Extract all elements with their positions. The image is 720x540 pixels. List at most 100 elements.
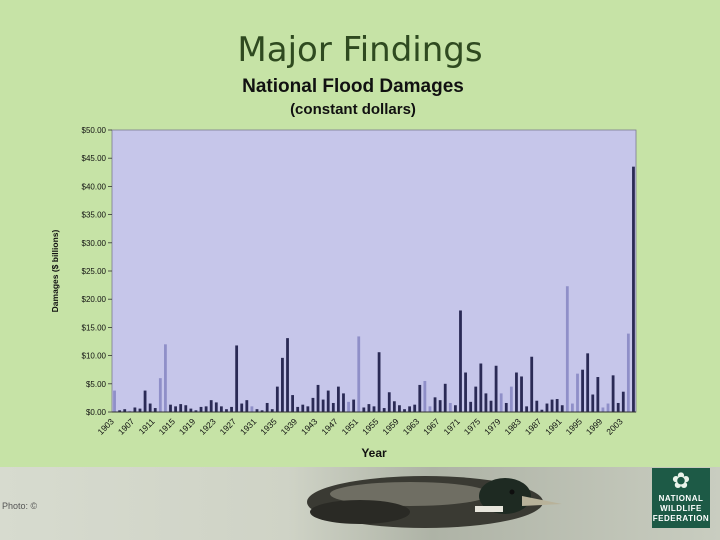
bar-1969 — [448, 402, 452, 412]
x-tick-label: 1935 — [258, 416, 279, 437]
bar-1982 — [515, 372, 518, 412]
bar-1938 — [291, 395, 294, 412]
bar-1996 — [586, 353, 590, 412]
bar-1922 — [209, 400, 213, 412]
bar-1963 — [418, 384, 422, 412]
bar-1913 — [164, 344, 167, 412]
bar-1991 — [560, 405, 564, 412]
bar-1952 — [362, 407, 366, 412]
bar-1928 — [240, 403, 244, 412]
bar-1954 — [372, 406, 376, 412]
logo-line-1: NATIONAL — [658, 494, 704, 503]
x-tick-label: 1971 — [441, 416, 462, 437]
deer-icon: ✿ — [671, 468, 691, 493]
bar-1986 — [535, 400, 539, 412]
bar-1999 — [601, 407, 605, 412]
bar-1932 — [260, 410, 264, 412]
bar-1995 — [581, 369, 584, 412]
bar-2001 — [611, 375, 615, 412]
logo-line-3: FEDERATION — [652, 514, 710, 523]
x-tick-label: 1995 — [564, 416, 585, 437]
bar-1931 — [255, 409, 259, 412]
bar-1983 — [520, 376, 523, 412]
bar-1927 — [235, 345, 239, 412]
bar-1967 — [438, 400, 442, 412]
bar-1929 — [245, 400, 249, 412]
bar-1933 — [265, 402, 269, 412]
chart-subtitle: (constant dollars) — [290, 101, 416, 118]
x-tick-label: 1943 — [299, 416, 320, 437]
y-tick-label: $35.00 — [82, 211, 107, 220]
bar-1943 — [316, 384, 320, 412]
bar-1974 — [474, 386, 478, 412]
x-axis-label: Year — [361, 446, 387, 460]
bar-1971 — [459, 310, 462, 412]
bar-1947 — [336, 386, 340, 412]
bar-1980 — [504, 402, 508, 412]
bar-1915 — [174, 406, 177, 412]
x-tick-label: 1983 — [502, 416, 523, 437]
plot-area — [111, 129, 637, 413]
bar-1951 — [357, 336, 361, 412]
nwf-logo: ✿ NATIONAL WILDLIFE FEDERATION — [652, 468, 710, 528]
bar-1970 — [454, 405, 457, 412]
bar-1945 — [326, 390, 330, 412]
bar-1924 — [219, 406, 223, 412]
x-tick-label: 1939 — [279, 416, 300, 437]
x-tick-label: 1963 — [401, 416, 422, 437]
bar-1918 — [189, 408, 193, 412]
x-tick-label: 1951 — [340, 416, 361, 437]
bar-1944 — [321, 399, 325, 412]
x-tick-label: 1959 — [380, 416, 401, 437]
bar-1975 — [479, 363, 483, 412]
bar-1965 — [428, 406, 432, 412]
bar-1905 — [123, 409, 127, 412]
y-axis-label: Damages ($ billions) — [50, 230, 60, 313]
y-tick-label: $50.00 — [82, 126, 107, 135]
bar-1953 — [367, 404, 371, 412]
y-tick-label: $5.00 — [86, 380, 107, 389]
x-tick-label: 1911 — [137, 416, 157, 436]
bar-1979 — [499, 393, 503, 412]
bar-1958 — [392, 401, 396, 412]
bar-1930 — [250, 406, 254, 412]
bar-1926 — [230, 406, 233, 412]
bar-1925 — [225, 409, 228, 412]
bar-1987 — [540, 409, 544, 412]
bar-1976 — [484, 393, 488, 412]
bar-1990 — [555, 399, 559, 412]
slide-title: Major Findings — [237, 30, 483, 70]
bar-1904 — [118, 410, 122, 412]
bar-1917 — [184, 405, 188, 412]
bar-1942 — [311, 397, 315, 412]
bar-1973 — [469, 401, 473, 412]
bar-1972 — [464, 372, 467, 412]
bar-1966 — [433, 397, 437, 412]
bar-1993 — [571, 403, 574, 412]
y-tick-label: $10.00 — [82, 352, 107, 361]
bar-1978 — [494, 365, 498, 412]
bar-1916 — [179, 404, 183, 412]
bar-1961 — [408, 406, 412, 412]
bar-1962 — [413, 404, 417, 412]
bar-2000 — [606, 403, 610, 412]
bar-1934 — [270, 409, 274, 412]
x-tick-label: 1923 — [197, 416, 218, 437]
x-tick-label: 1955 — [360, 416, 381, 437]
bar-1955 — [377, 352, 381, 412]
x-tick-label: 1979 — [482, 416, 503, 437]
y-axis-ticks: $0.00 $5.00 $10.00 $15.00 $20.00 $25.00 $30.00… — [82, 126, 112, 417]
bar-1949 — [347, 401, 350, 412]
bar-1912 — [158, 378, 162, 412]
bar-1968 — [443, 383, 447, 412]
bar-2004 — [626, 333, 630, 412]
x-tick-label: 1907 — [116, 416, 137, 437]
bar-1989 — [550, 399, 554, 412]
x-tick-label: 2003 — [604, 416, 625, 437]
y-tick-label: $20.00 — [82, 295, 107, 304]
bar-1998 — [596, 377, 600, 412]
bar-1981 — [509, 386, 513, 412]
bar-1939 — [296, 406, 300, 412]
bar-2003 — [621, 391, 625, 412]
bar-2005 — [632, 166, 635, 412]
